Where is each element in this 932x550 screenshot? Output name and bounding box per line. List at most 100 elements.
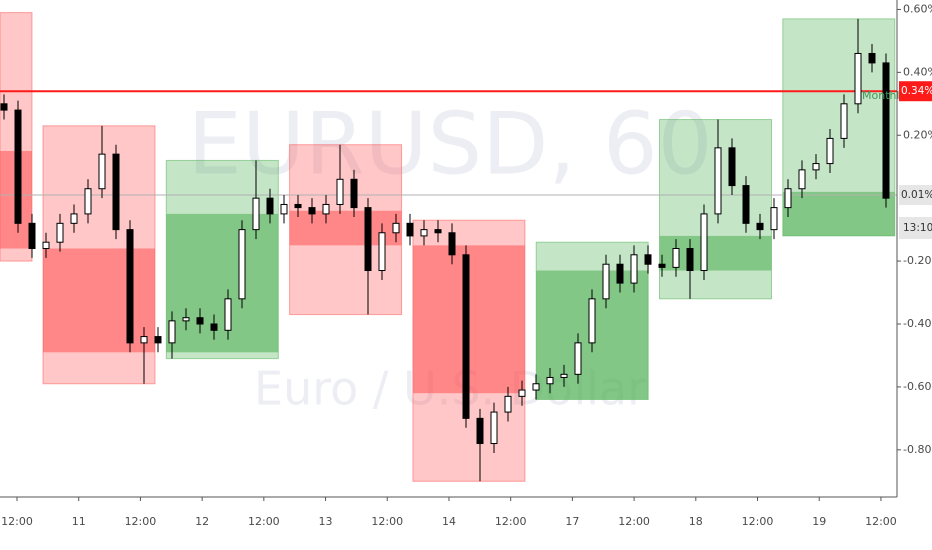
candle-body — [672, 248, 680, 268]
candle-body — [336, 178, 344, 205]
x-tick-label: 12:00 — [742, 515, 774, 528]
candle-body — [616, 263, 624, 284]
candle-body — [840, 103, 848, 139]
candle-body — [798, 169, 806, 190]
candle-body — [826, 137, 834, 165]
candle-body — [756, 222, 764, 231]
candle-body — [630, 254, 638, 284]
candle-body — [868, 52, 876, 64]
candle-body — [854, 52, 862, 105]
candle-body — [42, 241, 50, 250]
candle-body — [322, 203, 330, 215]
day-body-box — [166, 213, 279, 353]
candle-body — [392, 222, 400, 234]
candle-body — [420, 229, 428, 237]
candle-body — [196, 317, 204, 325]
candle-body — [406, 222, 414, 237]
watermark-symbol: EURUSD, 60 — [188, 94, 713, 194]
x-tick-label: 12:00 — [125, 515, 157, 528]
x-tick-label: 12:00 — [1, 515, 33, 528]
candle-body — [266, 197, 274, 215]
countdown: 13:10 — [903, 222, 932, 234]
y-tick-label: 0.20% — [903, 128, 932, 141]
y-tick-label: -0.40% — [903, 317, 932, 330]
candle-body — [476, 417, 484, 445]
candle-body — [350, 178, 358, 209]
y-tick-label: -0.60% — [903, 380, 932, 393]
x-tick-label: 12:00 — [865, 515, 897, 528]
candle-body — [518, 389, 526, 397]
candle-body — [56, 222, 64, 243]
candle-body — [574, 342, 582, 375]
x-tick-label: 11 — [72, 515, 86, 528]
day-body-box — [782, 191, 895, 236]
candle-body — [14, 109, 22, 224]
candle-body — [0, 103, 8, 111]
x-tick-label: 12 — [195, 515, 209, 528]
y-tick-label: 0.60% — [903, 2, 932, 15]
annotation: Monthly — [862, 89, 907, 102]
y-tick-label: 0.40% — [903, 65, 932, 78]
candle-body — [84, 188, 92, 215]
candle-body — [182, 317, 190, 322]
axes: 0.60% 0.40% 0.20% -0.20% -0.40% -0.60% -0.80% 1… — [0, 0, 932, 528]
candle-body — [98, 153, 106, 190]
candle-body — [490, 411, 498, 445]
candle-body — [448, 232, 456, 256]
candle-body — [532, 383, 540, 391]
candle-body — [28, 222, 36, 250]
candle-body — [644, 254, 652, 265]
price-label: 0.34% — [901, 85, 932, 97]
candle-body — [546, 376, 554, 385]
candle-body — [378, 232, 386, 272]
candle-body — [700, 213, 708, 272]
x-tick-label: 12:00 — [248, 515, 280, 528]
candle-body — [308, 207, 316, 215]
candle-body — [224, 298, 232, 331]
x-tick-label: 12:00 — [495, 515, 527, 528]
candle-body — [602, 263, 610, 300]
candle-body — [140, 336, 148, 344]
candle-body — [882, 62, 890, 199]
x-tick-label: 17 — [565, 515, 579, 528]
candle-body — [658, 263, 666, 268]
price-label-box — [899, 81, 932, 102]
candle-body — [588, 298, 596, 344]
candle-body — [504, 395, 512, 413]
x-tick-label: 13 — [319, 515, 333, 528]
price-label: 0.01% — [901, 189, 932, 201]
candle-body — [210, 323, 218, 331]
candle-body — [784, 188, 792, 209]
candle-body — [168, 320, 176, 344]
candle-body — [252, 197, 260, 231]
candle-body — [714, 147, 722, 215]
candle-body — [728, 147, 736, 187]
candle-body — [126, 229, 134, 344]
candles — [0, 18, 890, 482]
candle-body — [742, 185, 750, 224]
candle-body — [812, 163, 820, 171]
x-tick-label: 18 — [689, 515, 703, 528]
y-tick-label: -0.20% — [903, 254, 932, 267]
x-tick-label: 14 — [442, 515, 456, 528]
candle-body — [434, 229, 442, 234]
candle-body — [238, 229, 246, 300]
candle-body — [686, 248, 694, 272]
candle-body — [70, 213, 78, 224]
candle-body — [770, 207, 778, 231]
x-tick-label: 12:00 — [371, 515, 403, 528]
candle-body — [560, 373, 568, 378]
x-tick-label: 19 — [812, 515, 826, 528]
candle-body — [154, 336, 162, 344]
candle-body — [462, 254, 470, 419]
candle-body — [112, 153, 120, 231]
candle-body — [294, 203, 302, 209]
x-tick-label: 12:00 — [618, 515, 650, 528]
countdown-box — [899, 217, 932, 240]
day-body-box — [43, 248, 155, 353]
candle-body — [280, 203, 288, 215]
y-tick-label: -0.80% — [903, 443, 932, 456]
price-label-box — [899, 185, 932, 206]
candle-body — [364, 207, 372, 272]
